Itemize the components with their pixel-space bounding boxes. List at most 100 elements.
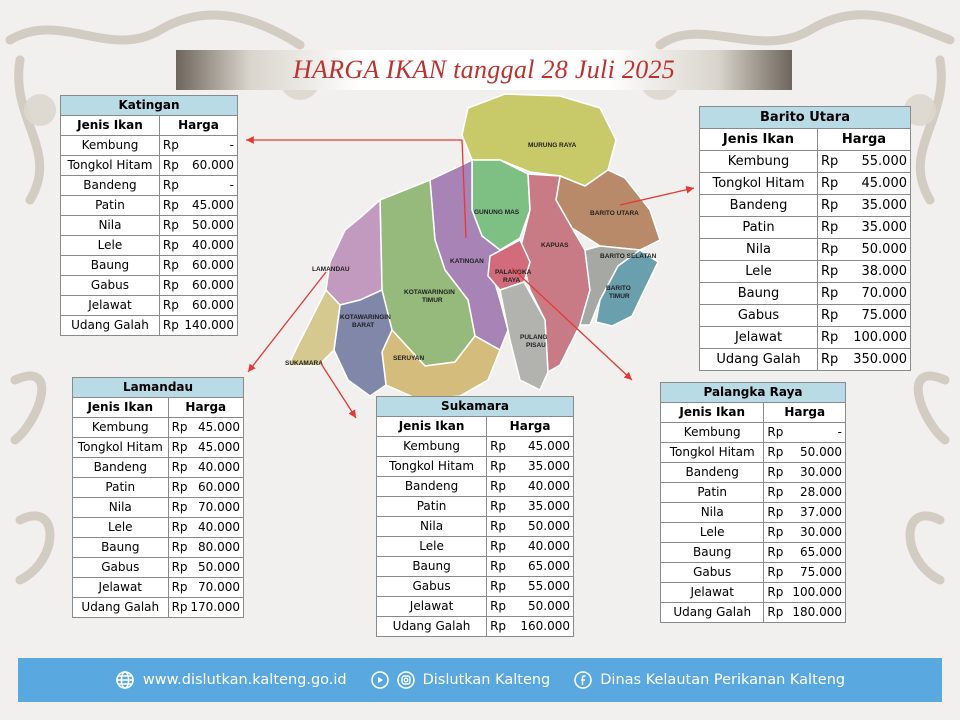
table-row: Nila Rp 70.000 <box>72 497 245 518</box>
table-row: Kembung Rp 45.000 <box>72 417 245 438</box>
table-row: Udang Galah Rp 170.000 <box>72 597 245 618</box>
price-cell: Rp 75.000 <box>763 562 846 583</box>
column-header-fish: Jenis Ikan <box>699 128 818 151</box>
price-cell: Rp 50.000 <box>486 596 574 617</box>
price-cell: Rp 80.000 <box>167 537 245 558</box>
table-row: Kembung Rp 55.000 <box>699 150 911 173</box>
table-row: Nila Rp 37.000 <box>659 502 846 523</box>
table-row: Lele Rp 40.000 <box>72 517 245 538</box>
table-region-title: Palangka Raya <box>660 382 846 403</box>
table-row: Bandeng Rp - <box>60 175 239 196</box>
currency-label: Rp <box>821 286 839 301</box>
table-row: Kembung Rp - <box>659 422 846 443</box>
fish-name: Udang Galah <box>60 315 160 336</box>
currency-label: Rp <box>821 308 839 323</box>
table-row: Jelawat Rp 60.000 <box>60 295 239 316</box>
price-value: 180.000 <box>792 605 842 619</box>
footer-social[interactable]: Dislutkan Kalteng <box>370 671 550 689</box>
table-row: Tongkol Hitam Rp 50.000 <box>659 442 846 463</box>
price-cell: Rp 65.000 <box>763 542 846 563</box>
column-header-price: Harga <box>486 416 574 437</box>
price-cell: Rp 28.000 <box>763 482 846 503</box>
currency-label: Rp <box>171 540 188 554</box>
price-value: 40.000 <box>192 238 234 252</box>
table-row: Nila Rp 50.000 <box>375 516 574 537</box>
price-cell: Rp 30.000 <box>763 522 846 543</box>
fish-name: Tongkol Hitam <box>72 437 169 458</box>
fish-name: Nila <box>72 497 169 518</box>
map-label-gunung-mas: GUNUNG MAS <box>474 209 520 216</box>
price-cell: Rp 40.000 <box>167 517 245 538</box>
price-value: 55.000 <box>528 579 570 593</box>
fish-name: Baung <box>699 282 818 305</box>
table-region-title: Katingan <box>60 95 238 116</box>
currency-label: Rp <box>171 580 188 594</box>
fish-name: Udang Galah <box>375 616 488 637</box>
footer-website[interactable]: www.dislutkan.kalteng.go.id <box>115 670 347 690</box>
price-value: 30.000 <box>800 465 842 479</box>
currency-label: Rp <box>821 242 839 257</box>
price-cell: Rp 60.000 <box>158 155 239 176</box>
currency-label: Rp <box>171 520 188 534</box>
currency-label: Rp <box>162 218 179 232</box>
column-header-fish: Jenis Ikan <box>375 416 488 437</box>
price-value: 28.000 <box>800 485 842 499</box>
price-value: 60.000 <box>192 158 234 172</box>
column-header-price: Harga <box>167 397 245 418</box>
table-row: Gabus Rp 75.000 <box>699 304 911 327</box>
currency-label: Rp <box>767 545 784 559</box>
currency-label: Rp <box>821 176 839 191</box>
table-row: Patin Rp 28.000 <box>659 482 846 503</box>
table-row: Lele Rp 30.000 <box>659 522 846 543</box>
price-cell: Rp 65.000 <box>486 556 574 577</box>
fish-name: Baung <box>72 537 169 558</box>
fish-name: Udang Galah <box>72 597 169 618</box>
currency-label: Rp <box>162 238 179 252</box>
table-row: Nila Rp 50.000 <box>699 238 911 261</box>
map-label-murung-raya: MURUNG RAYA <box>528 142 577 149</box>
region-kotawaringin-barat <box>333 288 393 397</box>
price-value: 65.000 <box>528 559 570 573</box>
fish-name: Kembung <box>60 135 160 156</box>
price-value: 60.000 <box>198 480 240 494</box>
region-sukamara <box>286 288 341 367</box>
currency-label: Rp <box>490 519 507 533</box>
price-value: 45.000 <box>198 420 240 434</box>
fish-name: Baung <box>659 542 765 563</box>
fish-name: Patin <box>60 195 160 216</box>
fish-name: Bandeng <box>60 175 160 196</box>
price-table-katingan: Katingan Jenis Ikan Harga Kembung Rp - Tongk… <box>60 95 239 336</box>
price-value: 45.000 <box>528 439 570 453</box>
price-value: 60.000 <box>192 258 234 272</box>
instagram-icon <box>396 671 415 689</box>
map-label-barito-utara: BARITO UTARA <box>590 210 639 217</box>
map-label-barito-selatan: BARITO SELATAN <box>600 253 657 260</box>
currency-label: Rp <box>821 352 839 367</box>
price-value: 70.000 <box>198 500 240 514</box>
table-row: Patin Rp 60.000 <box>72 477 245 498</box>
currency-label: Rp <box>767 465 784 479</box>
table-row: Baung Rp 65.000 <box>659 542 846 563</box>
column-header-price: Harga <box>158 115 239 136</box>
fish-name: Nila <box>60 215 160 236</box>
currency-label: Rp <box>490 579 507 593</box>
price-cell: Rp 160.000 <box>486 616 574 637</box>
price-cell: Rp 50.000 <box>486 516 574 537</box>
currency-label: Rp <box>821 154 839 169</box>
fish-name: Nila <box>699 238 818 261</box>
fish-name: Kembung <box>659 422 765 443</box>
currency-label: Rp <box>162 198 179 212</box>
table-row: Lele Rp 40.000 <box>375 536 574 557</box>
fish-name: Jelawat <box>72 577 169 598</box>
currency-label: Rp <box>162 278 179 292</box>
price-value: 70.000 <box>198 580 240 594</box>
currency-label: Rp <box>821 264 839 279</box>
price-cell: Rp 40.000 <box>167 457 245 478</box>
table-region-title: Lamandau <box>72 377 244 398</box>
footer-facebook[interactable]: Dinas Kelautan Perikanan Kalteng <box>574 671 845 689</box>
map-label-seruyan: SERUYAN <box>393 355 424 362</box>
price-value: 80.000 <box>198 540 240 554</box>
region-lamandau <box>325 198 383 306</box>
price-cell: Rp 60.000 <box>158 255 239 276</box>
fish-name: Jelawat <box>60 295 160 316</box>
